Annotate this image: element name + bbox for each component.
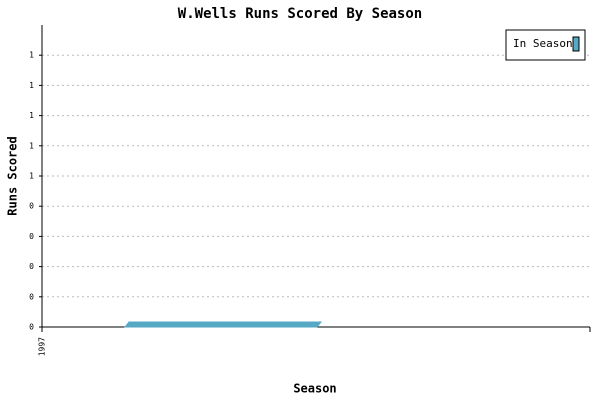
y-tick-label: 0 — [29, 262, 34, 271]
legend-swatch — [572, 36, 580, 52]
y-tick-label: 0 — [29, 323, 34, 332]
chart-title: W.Wells Runs Scored By Season — [178, 6, 422, 22]
y-tick-label: 1 — [29, 172, 34, 181]
y-tick-label: 1 — [29, 141, 34, 150]
y-tick-label: 1 — [29, 111, 34, 120]
legend-label: In Season — [513, 37, 573, 50]
y-axis-label: Runs Scored — [6, 136, 20, 215]
x-tick-label: 1997 — [38, 337, 47, 356]
y-tick-label: 1 — [29, 51, 34, 60]
x-axis-label: Season — [293, 382, 336, 396]
y-tick-label: 0 — [29, 232, 34, 241]
y-tick-label: 0 — [29, 292, 34, 301]
bar — [123, 321, 323, 328]
legend-box — [505, 29, 586, 61]
y-tick-label: 1 — [29, 81, 34, 90]
y-tick-label: 0 — [29, 202, 34, 211]
